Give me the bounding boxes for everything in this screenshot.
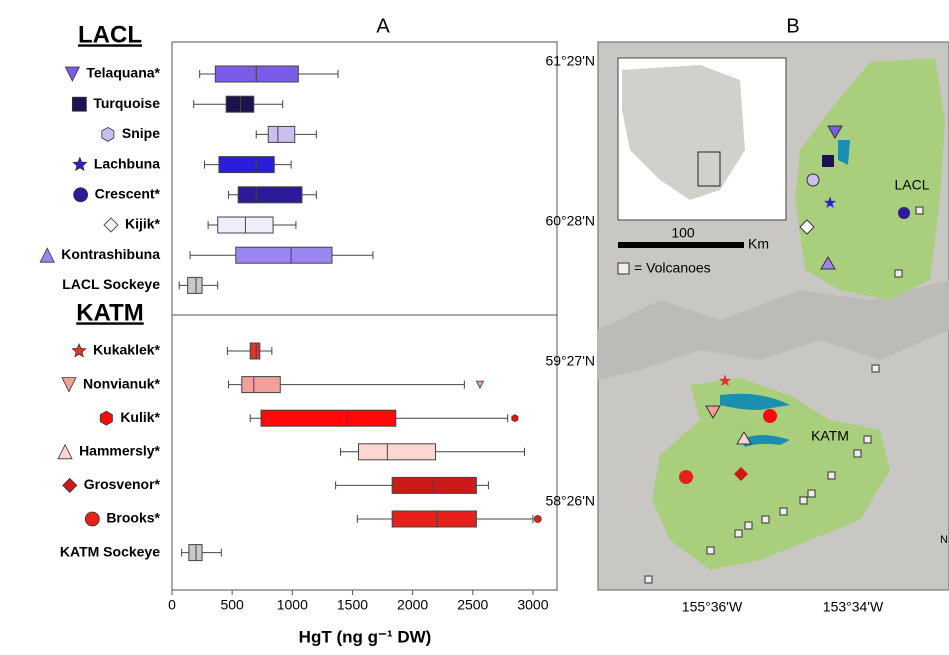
legend-label: Turquoise <box>93 95 160 111</box>
legend-marker <box>73 158 86 171</box>
latitude-label: 59°27'N <box>545 353 595 369</box>
x-tick-label: 3000 <box>517 597 548 613</box>
box <box>215 66 298 82</box>
panel-label: B <box>786 15 799 37</box>
map: B 100 Km = Volcanoes LACL KATM ★ ★ <box>545 15 949 614</box>
legend-label: Lachbuna <box>94 155 160 171</box>
site-marker <box>898 207 910 219</box>
outlier <box>512 415 518 422</box>
site-marker: ★ <box>718 373 732 390</box>
longitude-label: 153°34'W <box>823 599 884 615</box>
legend-marker <box>102 127 114 141</box>
legend-label: Telaquana* <box>86 65 160 81</box>
latitude-label: 60°28'N <box>545 213 595 229</box>
legend-label: LACL Sockeye <box>62 276 160 292</box>
legend-marker <box>63 478 77 492</box>
box <box>236 247 332 263</box>
scale-unit: Km <box>748 236 769 252</box>
group-title: LACL <box>78 21 142 48</box>
legend-marker <box>65 67 79 81</box>
scale-value: 100 <box>671 225 695 241</box>
box <box>189 545 202 561</box>
legend-marker <box>62 378 76 392</box>
box <box>261 410 396 426</box>
scale-bar <box>618 242 744 248</box>
outlier <box>534 516 541 523</box>
legend-marker <box>104 218 118 232</box>
x-tick-label: 0 <box>168 597 176 613</box>
box <box>392 511 476 527</box>
site-marker <box>807 174 819 186</box>
figure: A HgT (ng g⁻¹ DW) B 100 Km = Volcanoes L… <box>0 0 949 655</box>
site-marker <box>763 409 777 423</box>
latitude-label: 61°29'N <box>545 53 595 69</box>
box <box>219 157 274 173</box>
box <box>268 126 294 142</box>
legend-label: Kontrashibuna <box>61 246 160 262</box>
box <box>188 277 202 293</box>
box <box>250 343 260 359</box>
legend-marker <box>72 97 86 111</box>
legend-label: Kulik* <box>120 409 160 425</box>
legend-marker <box>72 344 85 357</box>
legend-marker <box>85 512 99 526</box>
legend-label: KATM Sockeye <box>60 543 160 559</box>
box <box>238 187 302 203</box>
site-marker <box>822 155 834 167</box>
north-arrow: N <box>940 534 948 546</box>
legend-label: Snipe <box>122 125 160 141</box>
group-title: KATM <box>76 299 144 326</box>
legend-label: Hammersly* <box>79 443 160 459</box>
legend-label: Grosvenor* <box>84 476 161 492</box>
site-marker: ★ <box>823 195 837 212</box>
region-label: KATM <box>811 428 849 444</box>
legend-label: Kijik* <box>125 216 161 232</box>
legend-marker <box>74 188 88 202</box>
volcano-legend: = Volcanoes <box>634 260 711 276</box>
legend-label: Brooks* <box>106 510 160 526</box>
box <box>392 477 476 493</box>
x-axis-label: HgT (ng g⁻¹ DW) <box>299 627 432 646</box>
x-tick-label: 2500 <box>457 597 488 613</box>
legend-marker <box>58 445 72 459</box>
panel-label: A <box>376 15 390 37</box>
x-tick-label: 1500 <box>337 597 368 613</box>
x-tick-label: 2000 <box>397 597 428 613</box>
box <box>358 444 435 460</box>
region-label: LACL <box>894 177 929 193</box>
legend-label: Kukaklek* <box>93 342 160 358</box>
legend-label: Crescent* <box>95 186 161 202</box>
box <box>226 96 254 112</box>
legend-marker <box>100 411 112 425</box>
box <box>242 377 281 393</box>
volcano-legend-icon <box>618 263 629 274</box>
x-tick-label: 500 <box>220 597 244 613</box>
x-tick-label: 1000 <box>277 597 308 613</box>
site-marker <box>679 470 693 484</box>
outlier <box>477 381 484 388</box>
legend-label: Nonvianuk* <box>83 375 161 391</box>
longitude-label: 155°36'W <box>682 599 743 615</box>
legend-marker <box>40 248 54 262</box>
plot-frame <box>172 42 557 590</box>
latitude-label: 58°26'N <box>545 493 595 509</box>
